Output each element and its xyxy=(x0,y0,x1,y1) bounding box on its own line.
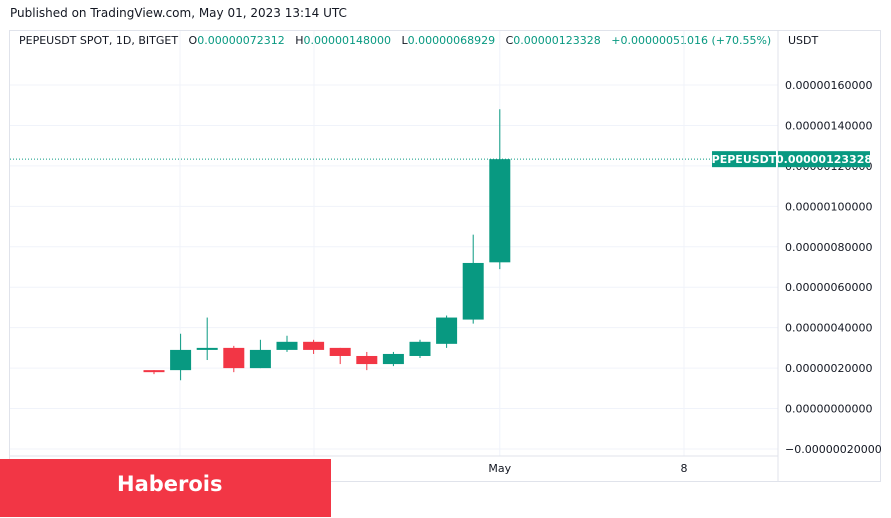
legend-high-label: H xyxy=(295,34,304,47)
legend-open: 0.00000072312 xyxy=(197,34,285,47)
last-price-tag: PEPEUSDT 0.00000123328 xyxy=(712,151,872,168)
candle-body xyxy=(196,347,218,350)
price-tag-value: 0.00000123328 xyxy=(776,153,872,166)
price-tick-label: 0.00000140000 xyxy=(785,119,872,132)
candle-body xyxy=(356,355,378,365)
time-tick-label: May xyxy=(488,462,511,475)
legend-close: 0.00000123328 xyxy=(513,34,601,47)
published-caption: Published on TradingView.com, May 01, 20… xyxy=(10,6,347,20)
candle-body xyxy=(143,370,165,373)
price-axis-unit: USDT xyxy=(788,34,819,47)
candle-body xyxy=(223,347,245,369)
legend-symbol: PEPEUSDT SPOT, 1D, BITGET xyxy=(19,34,179,47)
candle-body xyxy=(303,341,325,350)
price-tick-label: 0.00000020000 xyxy=(785,362,872,375)
candle-body xyxy=(276,341,298,350)
legend-low-label: L xyxy=(401,34,408,47)
candle-body xyxy=(489,159,511,263)
candle-body xyxy=(462,262,484,320)
chart-frame xyxy=(9,30,881,482)
price-tick-label: 0.00000100000 xyxy=(785,200,872,213)
price-tag-symbol-bg xyxy=(712,151,776,168)
candle-body xyxy=(249,349,271,369)
time-axis-labels: May 8 xyxy=(488,462,687,475)
candle-body xyxy=(382,353,404,365)
price-tick-label: 0.00000000000 xyxy=(785,403,872,416)
time-tick-label: 8 xyxy=(681,462,688,475)
price-tick-label: 0.00000160000 xyxy=(785,79,872,92)
legend-high: 0.00000148000 xyxy=(303,34,391,47)
candle-body xyxy=(409,341,431,356)
candle-body xyxy=(436,317,458,344)
candle-body xyxy=(329,347,351,356)
candles xyxy=(143,109,511,381)
ohlc-legend: PEPEUSDT SPOT, 1D, BITGET O0.00000072312… xyxy=(19,34,771,47)
price-tick-label: −0.00000020000 xyxy=(785,443,882,456)
price-tick-label: 0.00000040000 xyxy=(785,322,872,335)
candle-body xyxy=(170,349,192,371)
grid-lines xyxy=(10,31,779,481)
watermark-banner: Haberois xyxy=(0,459,331,517)
watermark-text: Haberois xyxy=(117,472,223,496)
legend-close-label: C xyxy=(505,34,514,47)
price-tag-value-bg xyxy=(778,151,870,168)
price-axis-labels: 0.000001600000.000001400000.000001200000… xyxy=(785,79,882,456)
legend-change: +0.00000051016 (+70.55%) xyxy=(611,34,772,47)
legend-open-label: O xyxy=(188,34,198,47)
price-tick-label: 0.00000060000 xyxy=(785,281,872,294)
legend-low: 0.00000068929 xyxy=(407,34,496,47)
price-tag-symbol: PEPEUSDT xyxy=(712,153,777,166)
price-tick-label: 0.00000080000 xyxy=(785,241,872,254)
